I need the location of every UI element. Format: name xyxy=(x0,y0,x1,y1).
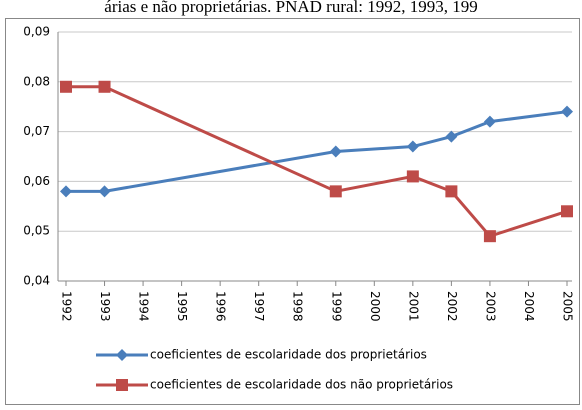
series-line xyxy=(66,85,568,238)
x-tick-label: 1993 xyxy=(98,291,112,322)
marker xyxy=(406,140,419,153)
legend-label: coeficientes de escolaridade dos proprie… xyxy=(150,348,427,362)
x-tick-label: 1997 xyxy=(252,291,266,322)
x-tick-label: 2001 xyxy=(406,291,420,322)
x-tick-label: 2003 xyxy=(483,291,497,322)
marker xyxy=(98,80,111,93)
x-tick-label: 2000 xyxy=(368,291,382,322)
x-tick-label: 1996 xyxy=(214,291,228,322)
x-tick-label: 1992 xyxy=(60,291,74,322)
x-tick-label: 1999 xyxy=(329,291,343,322)
legend-label: coeficientes de escolaridade dos não pro… xyxy=(150,378,453,392)
x-tick-label: 1995 xyxy=(175,291,189,322)
marker xyxy=(483,230,496,243)
marker xyxy=(329,185,342,198)
y-tick-label: 0,05 xyxy=(23,224,50,238)
marker xyxy=(60,80,72,93)
x-tick-label: 1994 xyxy=(137,291,151,322)
x-tick-label: 2002 xyxy=(445,291,459,322)
y-tick-label: 0,08 xyxy=(23,74,50,88)
marker xyxy=(483,115,496,128)
marker xyxy=(98,185,111,198)
legend-marker xyxy=(116,379,128,391)
chart-title: árias e não proprietárias. PNAD rural: 1… xyxy=(104,0,477,16)
x-tick-label: 2005 xyxy=(561,291,575,322)
y-tick-label: 0,07 xyxy=(23,124,50,138)
marker xyxy=(561,105,573,118)
marker xyxy=(60,185,72,198)
marker xyxy=(445,130,458,143)
y-tick-label: 0,06 xyxy=(23,174,50,188)
y-tick-label: 0,09 xyxy=(23,25,50,39)
marker xyxy=(406,170,419,183)
marker xyxy=(329,145,342,158)
x-tick-label: 1998 xyxy=(291,291,305,322)
legend-marker xyxy=(116,349,128,361)
marker xyxy=(445,185,458,198)
chart-frame xyxy=(5,18,580,405)
marker xyxy=(561,205,573,218)
y-tick-label: 0,04 xyxy=(23,274,50,288)
x-tick-label: 2004 xyxy=(522,291,536,322)
